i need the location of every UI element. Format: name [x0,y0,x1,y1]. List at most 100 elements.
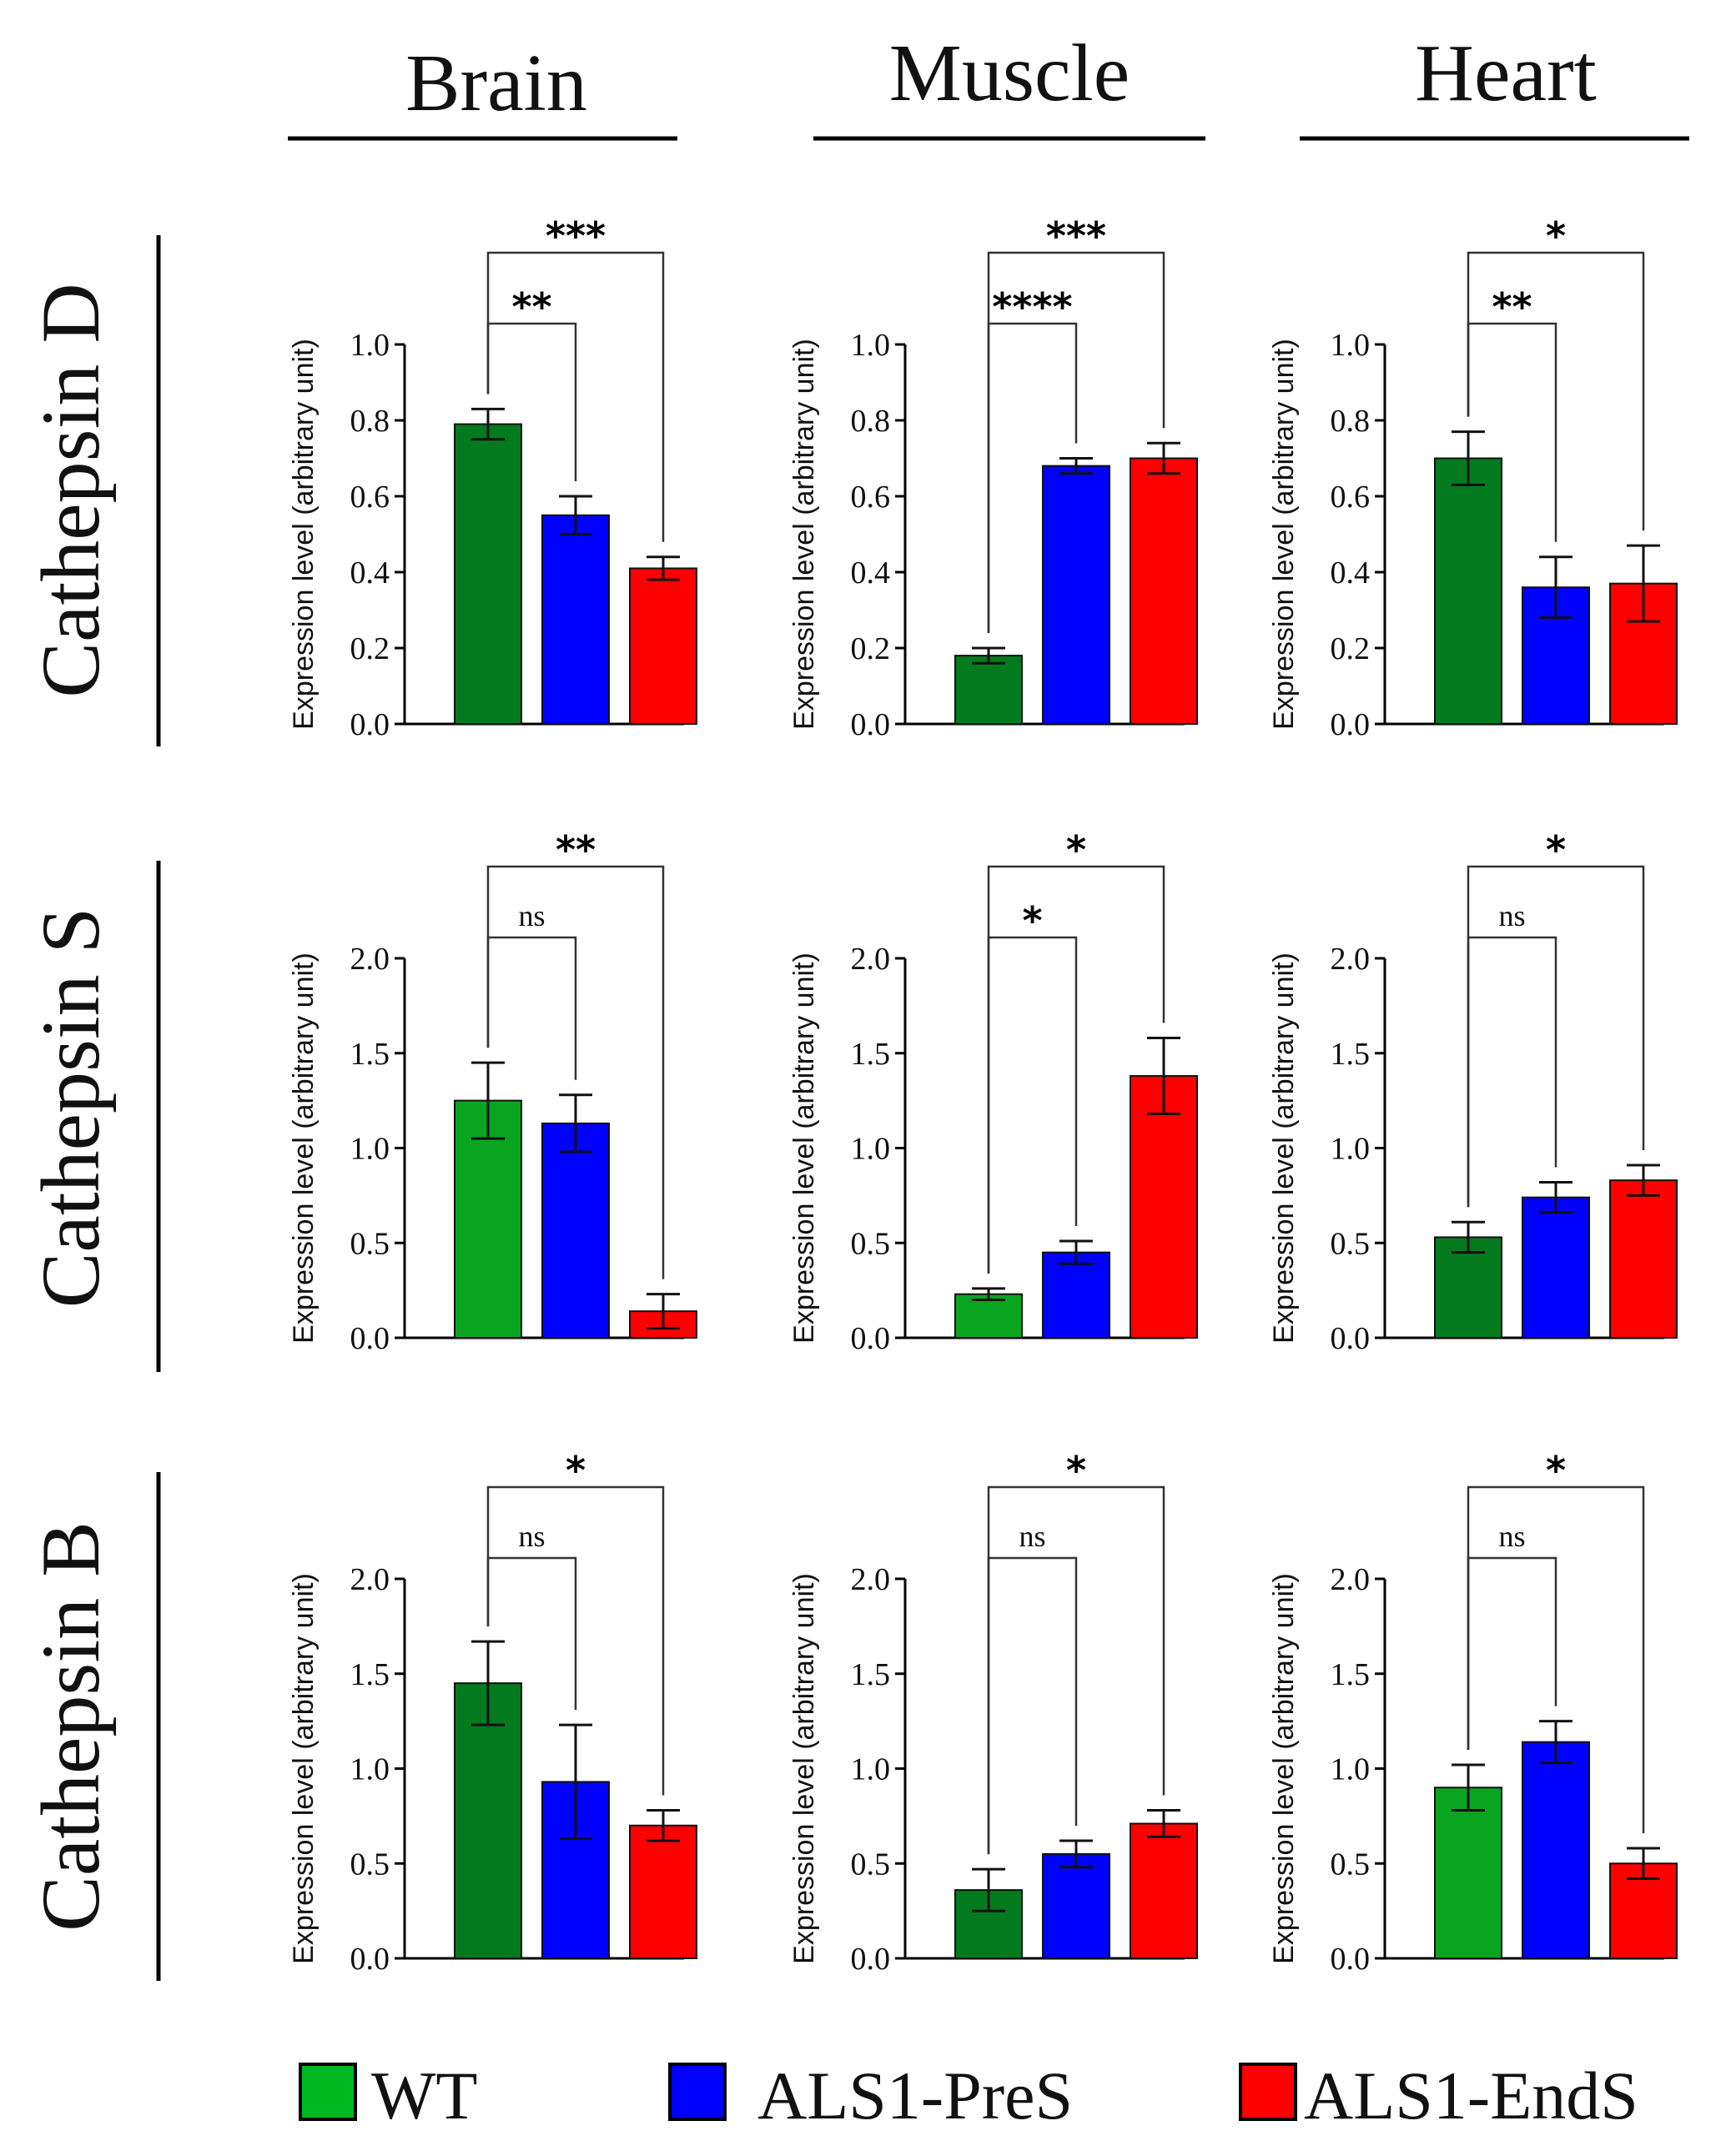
significance-bracket [987,1556,1078,1855]
panel-cathepsin-b-muscle: 0.0 0.5 1.0 1.5 2.0 Expression level (arbitra… [788,1448,1198,1977]
row-headers: Cathepsin D Cathepsin S Cathepsin B [24,235,161,1981]
panel-cathepsin-s-brain: 0.0 0.5 1.0 1.5 2.0 Expression level (arbitra… [288,827,697,1356]
y-tick-label: 0.2 [350,631,390,666]
y-axis-label: Expression level (arbitrary unit) [288,1573,320,1964]
y-tick-label: 1.0 [350,1752,390,1787]
significance-bracket [486,936,577,1080]
legend: WT ALS1-PreS ALS1-EndS [299,2058,1638,2133]
panel-cathepsin-s-muscle: 0.0 0.5 1.0 1.5 2.0 Expression level (arbitra… [788,827,1198,1356]
significance-label: ** [511,284,551,329]
y-tick-label: 0.4 [350,555,390,591]
panel-cathepsin-s-heart: 0.0 0.5 1.0 1.5 2.0 Expression level (arbitra… [1268,827,1678,1356]
y-tick-label: 2.0 [350,1562,390,1597]
y-tick-label: 0.6 [350,480,390,515]
bar-als1-pres [1042,465,1110,725]
legend-label-wt: WT [371,2058,477,2133]
bar-als1-pres [1522,1741,1590,1959]
bar-als1-ends [629,1824,697,1959]
bar-als1-pres [541,514,610,725]
bar-als1-ends [1130,457,1198,725]
y-tick-label: 0.5 [851,1226,891,1261]
significance-bracket [486,865,665,1279]
significance-label: * [566,1448,586,1493]
y-tick-label: 1.5 [1331,1037,1371,1072]
row-title-cathepsin-b: Cathepsin B [24,1521,117,1932]
y-tick-label: 0.5 [350,1226,390,1261]
column-title-brain: Brain [405,38,587,128]
y-tick-label: 0.2 [851,631,891,666]
significance-label: * [1022,898,1042,943]
y-tick-label: 1.5 [851,1037,891,1072]
y-tick-label: 0.0 [851,1942,891,1977]
y-axis-label: Expression level (arbitrary unit) [1268,339,1300,730]
panel-cathepsin-b-brain: 0.0 0.5 1.0 1.5 2.0 Expression level (arbitra… [288,1448,697,1977]
significance-bracket [486,251,665,542]
panel-cathepsin-d-heart: 0.0 0.2 0.4 0.6 0.8 1.0 Expression level (arbi… [1268,214,1678,742]
bar-wt [1434,1236,1502,1339]
bar-als1-ends [1130,1075,1198,1339]
column-title-heart: Heart [1415,28,1597,118]
panel-cathepsin-d-muscle: 0.0 0.2 0.4 0.6 0.8 1.0 Expression level (arbi… [788,214,1198,742]
y-tick-label: 1.5 [350,1657,390,1692]
y-tick-label: 2.0 [350,942,390,977]
y-tick-label: 1.0 [350,328,390,363]
significance-label: * [1546,214,1566,259]
y-tick-label: 2.0 [851,942,891,977]
bar-wt [1434,1787,1502,1959]
significance-label: ** [556,827,596,872]
legend-swatch-als1-pres [668,2063,727,2121]
y-tick-label: 0.6 [851,480,891,515]
significance-bracket [1467,251,1645,531]
significance-label: *** [1046,214,1106,259]
column-headers: Brain Muscle Heart [288,28,1689,141]
y-tick-label: 2.0 [1331,942,1371,977]
bar-als1-ends [1609,1179,1678,1339]
y-axis-label: Expression level (arbitrary unit) [288,952,320,1344]
significance-bracket [1467,865,1645,1208]
y-tick-label: 0.0 [350,1321,390,1356]
y-tick-label: 0.0 [1331,707,1371,742]
significance-label: ns [518,1520,545,1553]
column-title-muscle: Muscle [889,28,1130,118]
y-axis-label: Expression level (arbitrary unit) [288,339,320,730]
significance-label: ns [1019,1520,1045,1553]
row-title-cathepsin-s: Cathepsin S [24,907,117,1309]
y-tick-label: 1.0 [1331,1132,1371,1167]
bar-als1-ends [1130,1822,1198,1960]
y-tick-label: 0.5 [1331,1226,1371,1261]
y-tick-label: 1.0 [350,1132,390,1167]
y-tick-label: 0.0 [851,707,891,742]
y-axis-label: Expression level (arbitrary unit) [788,952,820,1344]
significance-bracket [987,1485,1165,1855]
panel-cathepsin-b-heart: 0.0 0.5 1.0 1.5 2.0 Expression level (arbitra… [1268,1448,1678,1977]
y-tick-label: 0.5 [851,1847,891,1882]
significance-bracket [1467,936,1557,1208]
significance-label: * [1546,827,1566,872]
significance-label: ** [1492,284,1532,329]
y-axis-label: Expression level (arbitrary unit) [788,1573,820,1964]
significance-label: ns [1498,1520,1525,1553]
y-tick-label: 0.0 [350,707,390,742]
y-tick-label: 0.0 [1331,1321,1371,1356]
y-tick-label: 0.2 [1331,631,1371,666]
y-axis-label: Expression level (arbitrary unit) [1268,952,1300,1344]
significance-bracket [987,936,1078,1274]
legend-swatch-als1-ends [1239,2063,1297,2121]
bar-als1-pres [1522,1196,1590,1339]
significance-bracket [1467,1485,1645,1834]
significance-label: *** [546,214,606,259]
y-tick-label: 0.4 [1331,555,1371,591]
bar-als1-pres [1042,1852,1110,1959]
significance-label: * [1546,1448,1566,1493]
y-tick-label: 2.0 [851,1562,891,1597]
y-tick-label: 1.0 [1331,328,1371,363]
y-tick-label: 0.4 [851,555,891,591]
y-tick-label: 1.0 [1331,1752,1371,1787]
y-tick-label: 0.0 [851,1321,891,1356]
bar-wt [454,1682,522,1959]
legend-swatch-wt [299,2063,357,2121]
y-tick-label: 0.8 [1331,404,1371,439]
y-tick-label: 0.8 [851,404,891,439]
significance-bracket [987,251,1165,633]
